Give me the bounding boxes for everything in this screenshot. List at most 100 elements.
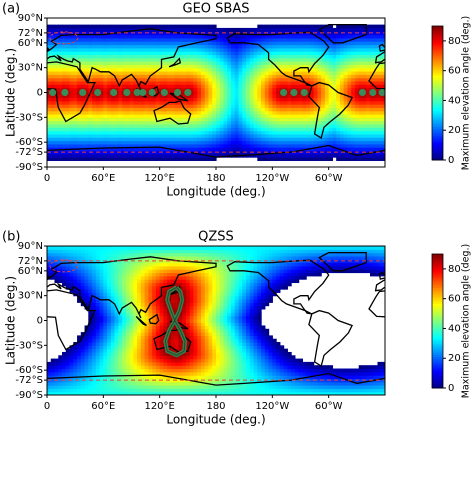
heat-cell [299, 25, 303, 29]
colorbar-tick-label: 40 [448, 95, 461, 106]
heat-cell [272, 25, 276, 29]
heat-cell [261, 25, 265, 29]
heat-cell [107, 25, 111, 29]
heat-cell [370, 25, 374, 29]
heat-cell [47, 25, 51, 29]
heat-cell [156, 246, 160, 250]
heat-cell [130, 246, 134, 250]
heat-cell [122, 25, 126, 29]
satellite [369, 89, 376, 96]
heat-cell [287, 25, 291, 29]
y-tick-label: -72°S [15, 147, 43, 158]
satellite [161, 89, 168, 96]
x-tick-label: 0 [44, 173, 50, 184]
heat-cell [47, 246, 51, 250]
heat-cell [224, 28, 228, 32]
satellite [359, 89, 366, 96]
heat-cell [186, 25, 190, 29]
heat-cell [302, 25, 306, 29]
heat-cell [306, 25, 310, 29]
heat-cell [103, 25, 107, 29]
heat-cell [96, 25, 100, 29]
heat-cell [58, 355, 62, 359]
heat-cell [190, 25, 194, 29]
heat-cell [103, 246, 107, 250]
heat-cell [377, 25, 381, 29]
heat-cell [193, 25, 197, 29]
heat-cell [295, 25, 299, 29]
satellite [110, 89, 117, 96]
heat-cell [55, 246, 59, 250]
heat-cell [111, 246, 115, 250]
heat-cell [100, 246, 104, 250]
x-tick-label: 180 [206, 173, 225, 184]
heat-cell [85, 246, 89, 250]
heat-cell [175, 25, 179, 29]
satellite [61, 89, 68, 96]
heat-cell [126, 25, 130, 29]
satellite [94, 89, 101, 96]
satellite [149, 89, 156, 96]
heat-cell [269, 25, 273, 29]
heat-cell [133, 246, 137, 250]
heat-cell [133, 25, 137, 29]
heat-cell [55, 359, 59, 363]
satellite [139, 89, 146, 96]
satellite [174, 89, 181, 96]
heat-cell [231, 28, 235, 32]
heat-cell [332, 28, 336, 32]
heat-cell [160, 25, 164, 29]
heat-cell [51, 359, 55, 363]
colorbar-tick-label: 20 [448, 125, 461, 136]
colorbar-tick-label: 60 [448, 66, 461, 77]
heat-cell [280, 25, 284, 29]
heat-cell [58, 25, 62, 29]
heat-cell [66, 246, 70, 250]
heat-cell [115, 246, 119, 250]
heat-cell [70, 25, 74, 29]
heat-cell [100, 25, 104, 29]
heat-cell [141, 25, 145, 29]
heat-cell [145, 246, 149, 250]
heat-cell [235, 28, 239, 32]
heat-cell [107, 246, 111, 250]
heat-cell [51, 246, 55, 250]
satellite [290, 89, 297, 96]
colorbar-step [432, 26, 443, 29]
heat-cell [66, 25, 70, 29]
y-tick-label: -30°S [15, 112, 43, 123]
colorbar-tick-label: 80 [448, 36, 461, 47]
heat-cell [182, 25, 186, 29]
heat-cell [205, 25, 209, 29]
heat-cell [220, 28, 224, 32]
heat-cell [310, 25, 314, 29]
heat-cell [88, 246, 92, 250]
heat-cell [366, 25, 370, 29]
heat-cell [314, 25, 318, 29]
heat-cell [88, 25, 92, 29]
heat-cell [118, 25, 122, 29]
heat-cell [115, 25, 119, 29]
heat-cell [130, 25, 134, 29]
heat-cell [250, 28, 254, 32]
y-tick-label: 90°N [18, 13, 43, 24]
satellite [49, 89, 56, 96]
heat-cell [62, 25, 66, 29]
heat-cell [92, 246, 96, 250]
heat-cell [257, 25, 261, 29]
heat-cell [239, 28, 243, 32]
heat-cell [141, 246, 145, 250]
heat-cell [92, 25, 96, 29]
y-axis-label: Latitude (deg.) [4, 48, 18, 137]
heat-cell [284, 25, 288, 29]
heat-cell [51, 25, 55, 29]
heat-cell [137, 25, 141, 29]
heat-cell [197, 25, 201, 29]
heat-cell [118, 246, 122, 250]
heat-cell [291, 25, 295, 29]
heat-cell [96, 246, 100, 250]
heat-cell [58, 246, 62, 250]
heat-cell [201, 25, 205, 29]
